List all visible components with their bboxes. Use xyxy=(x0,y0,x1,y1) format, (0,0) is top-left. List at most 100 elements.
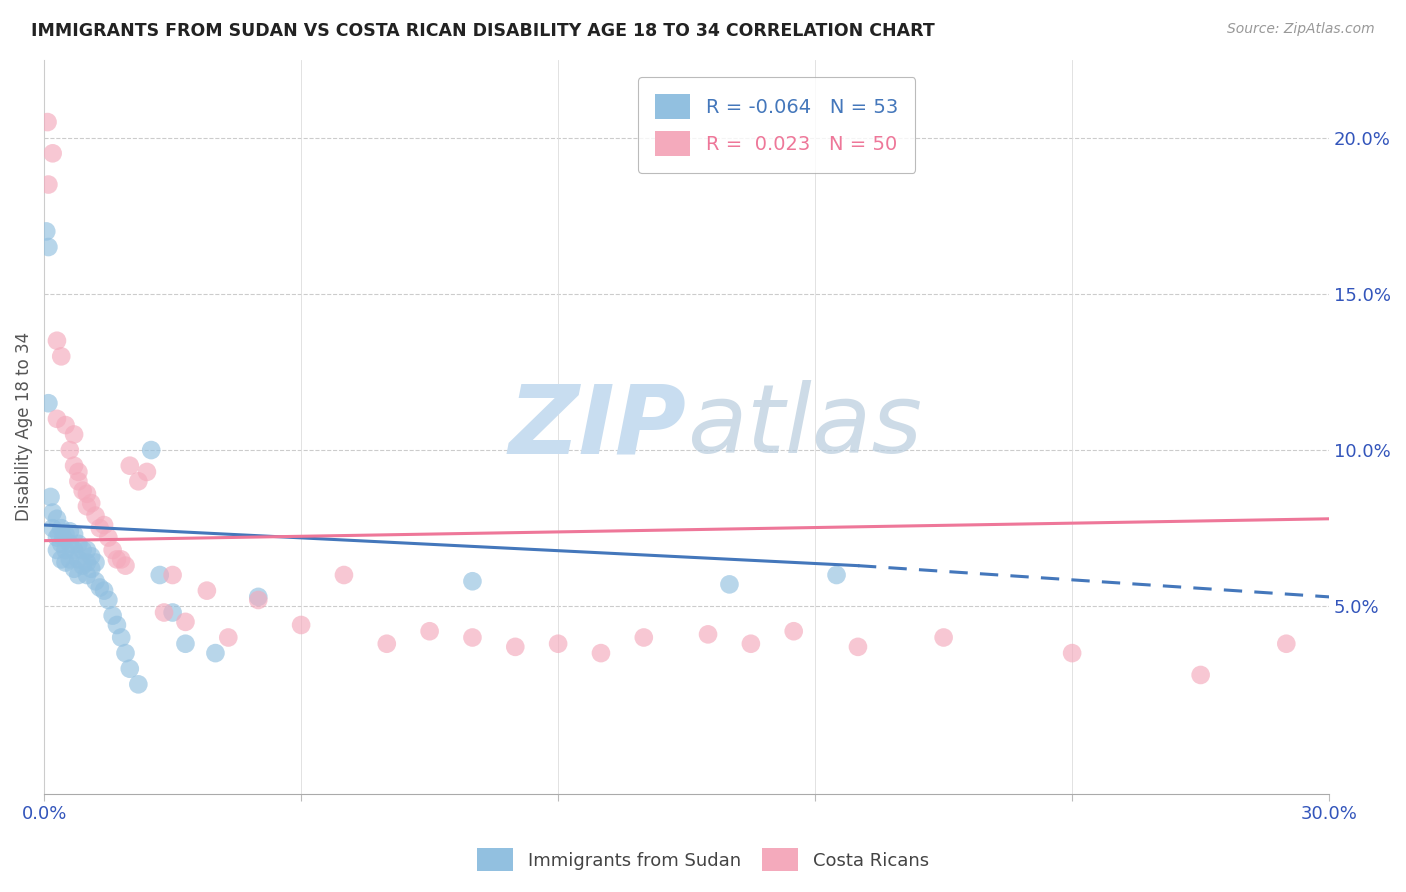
Point xyxy=(67,568,90,582)
Point xyxy=(101,543,124,558)
Legend: R = -0.064   N = 53, R =  0.023   N = 50: R = -0.064 N = 53, R = 0.023 N = 50 xyxy=(638,77,915,173)
Point xyxy=(46,334,69,348)
Point xyxy=(290,618,312,632)
Point xyxy=(149,568,172,582)
Y-axis label: Disability Age 18 to 34: Disability Age 18 to 34 xyxy=(15,332,32,521)
Point xyxy=(375,637,398,651)
Point xyxy=(1275,637,1298,651)
Point xyxy=(76,500,98,514)
Point xyxy=(1062,646,1084,660)
Point xyxy=(589,646,612,660)
Text: atlas: atlas xyxy=(686,380,921,473)
Point xyxy=(141,443,163,458)
Point xyxy=(41,506,63,520)
Point xyxy=(63,427,86,442)
Point xyxy=(67,552,90,566)
Point xyxy=(37,240,59,254)
Point xyxy=(51,521,73,535)
Point xyxy=(503,640,526,654)
Point xyxy=(51,537,73,551)
Point xyxy=(37,115,59,129)
Point xyxy=(84,556,107,570)
Point xyxy=(195,583,218,598)
Text: Source: ZipAtlas.com: Source: ZipAtlas.com xyxy=(1227,22,1375,37)
Point xyxy=(247,590,270,604)
Point xyxy=(174,637,197,651)
Point xyxy=(48,527,70,541)
Point xyxy=(76,543,98,558)
Point xyxy=(1189,668,1212,682)
Point xyxy=(419,624,441,639)
Point xyxy=(110,552,132,566)
Point xyxy=(63,562,86,576)
Point xyxy=(204,646,226,660)
Point xyxy=(97,593,120,607)
Point xyxy=(46,512,69,526)
Point xyxy=(55,527,77,541)
Point xyxy=(825,568,848,582)
Point xyxy=(37,178,59,192)
Point xyxy=(46,412,69,426)
Point xyxy=(740,637,762,651)
Point xyxy=(93,518,115,533)
Point xyxy=(51,552,73,566)
Point xyxy=(46,531,69,545)
Point xyxy=(72,483,94,498)
Point xyxy=(718,577,741,591)
Point xyxy=(72,558,94,573)
Point xyxy=(114,646,136,660)
Point xyxy=(52,531,75,545)
Point xyxy=(174,615,197,629)
Point xyxy=(67,537,90,551)
Point xyxy=(461,574,484,589)
Point xyxy=(697,627,720,641)
Point xyxy=(97,531,120,545)
Point xyxy=(105,618,128,632)
Point xyxy=(110,631,132,645)
Point xyxy=(51,349,73,363)
Point xyxy=(59,443,82,458)
Point xyxy=(67,465,90,479)
Point xyxy=(105,552,128,566)
Point xyxy=(114,558,136,573)
Point xyxy=(55,556,77,570)
Point xyxy=(127,677,149,691)
Point xyxy=(118,662,141,676)
Text: IMMIGRANTS FROM SUDAN VS COSTA RICAN DISABILITY AGE 18 TO 34 CORRELATION CHART: IMMIGRANTS FROM SUDAN VS COSTA RICAN DIS… xyxy=(31,22,935,40)
Point xyxy=(247,593,270,607)
Point xyxy=(46,543,69,558)
Point xyxy=(63,543,86,558)
Point xyxy=(59,552,82,566)
Point xyxy=(135,465,157,479)
Point xyxy=(461,631,484,645)
Point xyxy=(76,556,98,570)
Point xyxy=(63,458,86,473)
Point xyxy=(41,146,63,161)
Point xyxy=(93,583,115,598)
Point xyxy=(67,475,90,489)
Point xyxy=(84,574,107,589)
Point xyxy=(59,524,82,539)
Point xyxy=(80,496,103,510)
Point xyxy=(127,475,149,489)
Text: ZIP: ZIP xyxy=(509,380,686,473)
Point xyxy=(35,224,58,238)
Point xyxy=(63,527,86,541)
Point xyxy=(84,508,107,523)
Point xyxy=(846,640,869,654)
Point xyxy=(153,606,176,620)
Point xyxy=(118,458,141,473)
Point xyxy=(41,521,63,535)
Point xyxy=(55,543,77,558)
Point xyxy=(39,490,62,504)
Point xyxy=(547,637,569,651)
Point xyxy=(89,581,111,595)
Point xyxy=(37,396,59,410)
Point xyxy=(162,606,184,620)
Point xyxy=(217,631,239,645)
Point xyxy=(633,631,655,645)
Point xyxy=(932,631,955,645)
Point xyxy=(101,608,124,623)
Point xyxy=(59,537,82,551)
Point xyxy=(783,624,806,639)
